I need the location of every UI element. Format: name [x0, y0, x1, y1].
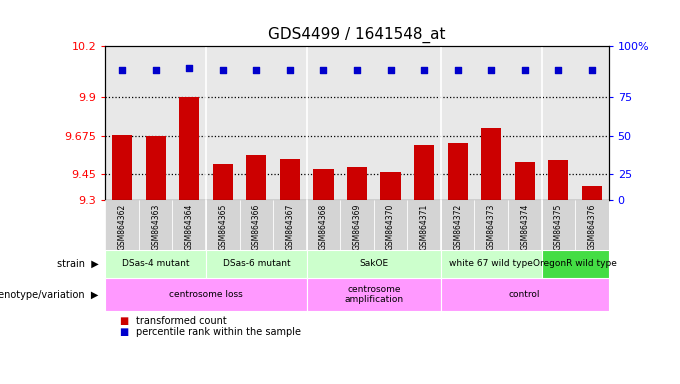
Point: [586, 67, 597, 73]
Bar: [105, 200, 139, 250]
Bar: [541, 250, 609, 278]
Bar: [307, 250, 441, 278]
Text: GSM864372: GSM864372: [453, 204, 462, 250]
Point: [184, 65, 194, 71]
Text: GSM864367: GSM864367: [286, 204, 294, 250]
Text: GSM864375: GSM864375: [554, 204, 563, 250]
Bar: [481, 128, 501, 200]
Bar: [307, 278, 441, 311]
Point: [419, 67, 430, 73]
Point: [117, 67, 128, 73]
Bar: [112, 135, 132, 200]
Point: [553, 67, 564, 73]
Text: GSM864373: GSM864373: [487, 204, 496, 250]
Text: GSM864365: GSM864365: [218, 204, 227, 250]
Point: [486, 67, 496, 73]
Bar: [548, 161, 568, 200]
Text: GSM864362: GSM864362: [118, 204, 126, 250]
Bar: [441, 250, 541, 278]
Bar: [407, 200, 441, 250]
Point: [218, 67, 228, 73]
Bar: [146, 136, 166, 200]
Text: genotype/variation  ▶: genotype/variation ▶: [0, 290, 99, 300]
Bar: [374, 200, 407, 250]
Text: GSM864364: GSM864364: [185, 204, 194, 250]
Text: GSM864366: GSM864366: [252, 204, 261, 250]
Bar: [515, 162, 534, 200]
Text: white 67 wild type: white 67 wild type: [449, 260, 533, 268]
Bar: [475, 200, 508, 250]
Text: DSas-6 mutant: DSas-6 mutant: [222, 260, 290, 268]
Point: [318, 67, 329, 73]
Title: GDS4499 / 1641548_at: GDS4499 / 1641548_at: [268, 27, 446, 43]
Text: ■: ■: [119, 327, 129, 337]
Bar: [441, 200, 475, 250]
Text: GSM864368: GSM864368: [319, 204, 328, 250]
Bar: [173, 200, 206, 250]
Text: ■: ■: [119, 316, 129, 326]
Bar: [575, 200, 609, 250]
Text: OregonR wild type: OregonR wild type: [533, 260, 617, 268]
Text: GSM864370: GSM864370: [386, 204, 395, 250]
Bar: [273, 200, 307, 250]
Text: control: control: [509, 290, 541, 299]
Bar: [213, 164, 233, 200]
Bar: [105, 250, 206, 278]
Point: [452, 67, 463, 73]
Bar: [381, 172, 401, 200]
Bar: [180, 97, 199, 200]
Bar: [206, 200, 239, 250]
Bar: [246, 155, 267, 200]
Bar: [441, 278, 609, 311]
Point: [385, 67, 396, 73]
Text: SakOE: SakOE: [359, 260, 388, 268]
Bar: [447, 143, 468, 200]
Text: centrosome
amplification: centrosome amplification: [344, 285, 403, 305]
Text: DSas-4 mutant: DSas-4 mutant: [122, 260, 190, 268]
Bar: [340, 200, 374, 250]
Bar: [508, 200, 541, 250]
Point: [352, 67, 362, 73]
Text: GSM864369: GSM864369: [352, 204, 362, 250]
Text: GSM864374: GSM864374: [520, 204, 529, 250]
Bar: [313, 169, 333, 200]
Bar: [206, 250, 307, 278]
Text: strain  ▶: strain ▶: [57, 259, 99, 269]
Text: GSM864376: GSM864376: [588, 204, 596, 250]
Bar: [541, 200, 575, 250]
Bar: [582, 186, 602, 200]
Bar: [280, 159, 300, 200]
Bar: [347, 167, 367, 200]
Point: [520, 67, 530, 73]
Bar: [307, 200, 340, 250]
Point: [251, 67, 262, 73]
Point: [284, 67, 295, 73]
Bar: [414, 145, 434, 200]
Point: [150, 67, 161, 73]
Text: centrosome loss: centrosome loss: [169, 290, 243, 299]
Bar: [239, 200, 273, 250]
Text: GSM864363: GSM864363: [151, 204, 160, 250]
Text: percentile rank within the sample: percentile rank within the sample: [136, 327, 301, 337]
Bar: [139, 200, 173, 250]
Text: transformed count: transformed count: [136, 316, 226, 326]
Text: GSM864371: GSM864371: [420, 204, 428, 250]
Bar: [105, 278, 307, 311]
